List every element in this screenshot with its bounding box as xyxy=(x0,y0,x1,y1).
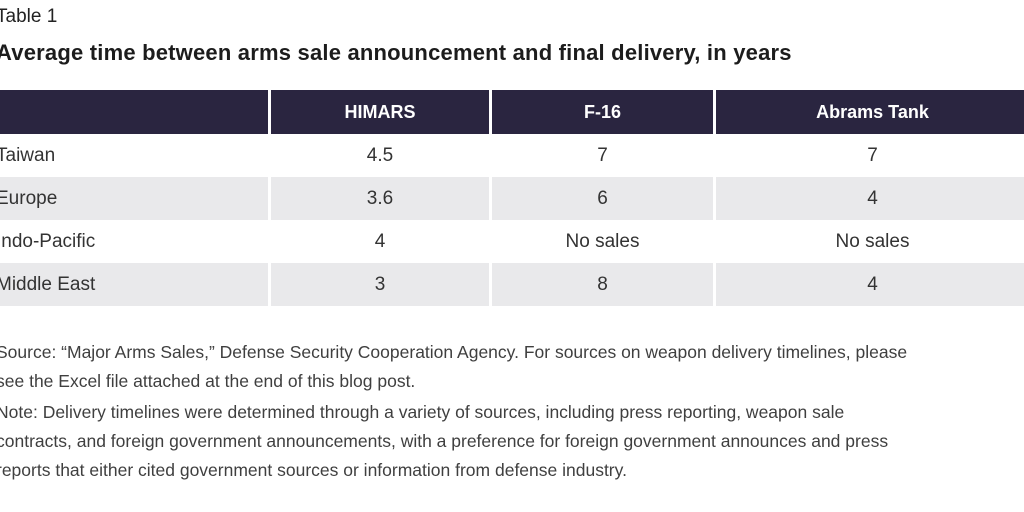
data-table: HIMARS F-16 Abrams Tank Taiwan 4.5 7 7 E… xyxy=(0,90,1024,306)
table-title: Average time between arms sale announcem… xyxy=(0,40,792,65)
cell-europe-f16: 6 xyxy=(492,177,713,220)
header-cell-empty xyxy=(0,90,268,134)
cell-indo-pacific-f16: No sales xyxy=(492,220,713,263)
table-label: Table 1 xyxy=(0,6,58,27)
cell-taiwan-f16: 7 xyxy=(492,134,713,177)
header-cell-himars: HIMARS xyxy=(271,90,489,134)
source-line-1: Source: “Major Arms Sales,” Defense Secu… xyxy=(0,342,908,362)
cell-taiwan-abrams: 7 xyxy=(716,134,1024,177)
cell-europe-himars: 3.6 xyxy=(271,177,489,220)
header-cell-f16: F-16 xyxy=(492,90,713,134)
row-label-middle-east: Middle East xyxy=(0,263,268,306)
footnotes: Source: “Major Arms Sales,” Defense Secu… xyxy=(0,338,1024,485)
cell-middle-east-f16: 8 xyxy=(492,263,713,306)
cell-europe-abrams: 4 xyxy=(716,177,1024,220)
row-label-indo-pacific: Indo-Pacific xyxy=(0,220,268,263)
cell-indo-pacific-abrams: No sales xyxy=(716,220,1024,263)
source-line-2: see the Excel file attached at the end o… xyxy=(0,371,416,391)
row-label-europe: Europe xyxy=(0,177,268,220)
header-cell-abrams-tank: Abrams Tank xyxy=(716,90,1024,134)
figure-container: Table 1 Average time between arms sale a… xyxy=(0,6,1024,485)
cell-indo-pacific-himars: 4 xyxy=(271,220,489,263)
note-text: Note: Delivery timelines were determined… xyxy=(0,398,1024,485)
note-line-3: reports that either cited government sou… xyxy=(0,460,627,480)
cell-middle-east-himars: 3 xyxy=(271,263,489,306)
cell-taiwan-himars: 4.5 xyxy=(271,134,489,177)
note-line-2: contracts, and foreign government announ… xyxy=(0,431,889,451)
row-label-taiwan: Taiwan xyxy=(0,134,268,177)
cell-middle-east-abrams: 4 xyxy=(716,263,1024,306)
source-text: Source: “Major Arms Sales,” Defense Secu… xyxy=(0,338,1024,396)
note-line-1: Note: Delivery timelines were determined… xyxy=(0,402,845,422)
